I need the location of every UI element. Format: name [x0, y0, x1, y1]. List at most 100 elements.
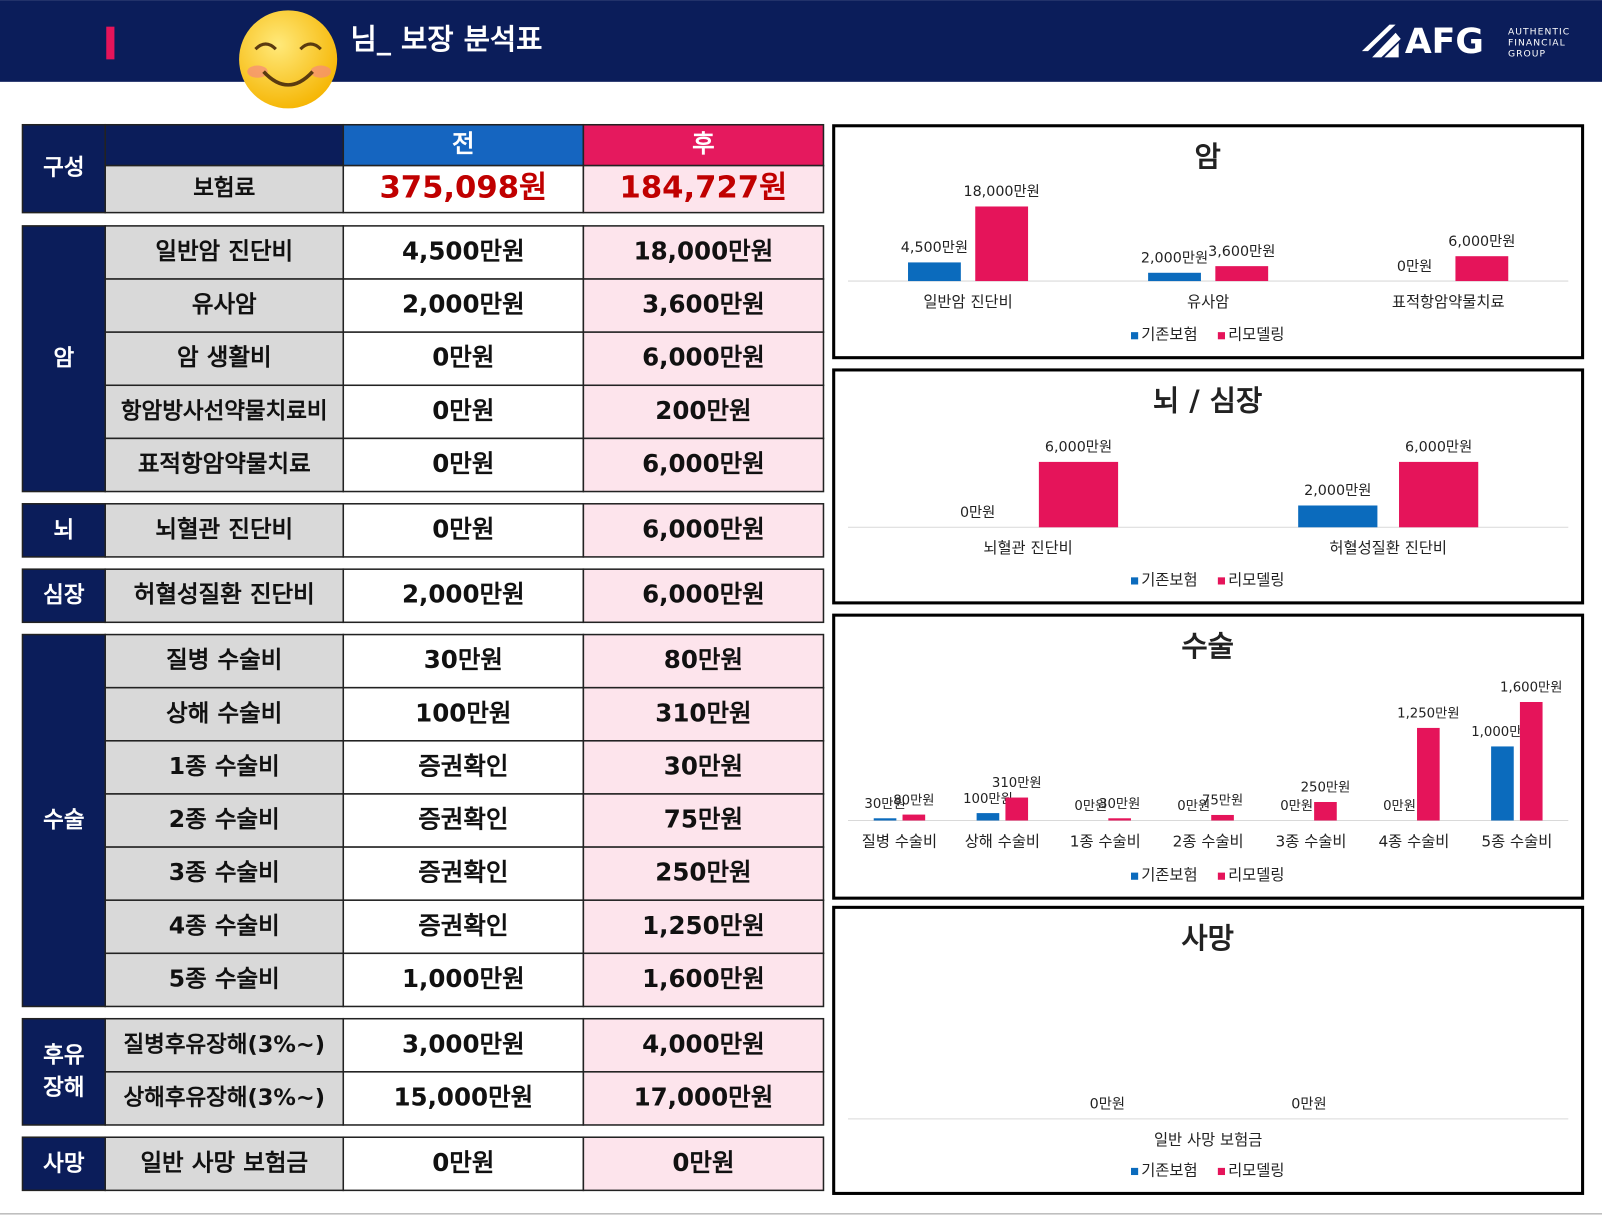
value-label: 6,000만원: [1405, 439, 1472, 456]
value-label: 0만원: [1397, 258, 1432, 275]
value-label: 6,000만원: [1045, 439, 1112, 456]
value-label: 6,000만원: [1448, 233, 1515, 250]
value-label: 18,000만원: [963, 183, 1039, 200]
value-label: 4,500만원: [901, 239, 968, 256]
chart-title: 수술: [1181, 629, 1234, 663]
premium-value: 375,098원: [379, 171, 547, 206]
row-label: 보험료: [193, 176, 255, 202]
before-value: 0만원: [432, 396, 494, 425]
value-cell: [342, 1136, 585, 1192]
chart-title: 사망: [1181, 921, 1234, 955]
bar: [1038, 461, 1119, 528]
category-label: 표적항암약물치료: [1392, 293, 1505, 311]
logo-sub: FINANCIAL: [1508, 38, 1566, 49]
row-label: 표적항암약물치료: [138, 449, 311, 477]
label-cell: [104, 503, 345, 558]
header-cell: [582, 123, 825, 167]
row-label: 질병후유장해(3%~): [123, 1032, 325, 1058]
group-cell: [21, 225, 106, 493]
group-label: 수술: [43, 807, 84, 833]
after-value: 0만원: [672, 1148, 734, 1177]
bar: [1108, 818, 1131, 821]
before-value: 증권확인: [418, 911, 508, 940]
before-value: 0만원: [432, 514, 494, 543]
chart-box: [832, 124, 1585, 360]
value-label: 0만원: [1280, 798, 1313, 814]
before-value: 100만원: [415, 698, 511, 727]
row-label: 3종 수술비: [169, 858, 280, 886]
legend-label: 리모델링: [1228, 1161, 1284, 1179]
before-value: 증권확인: [418, 751, 508, 780]
header-title: 님_ 보장 분석표: [350, 22, 542, 56]
row-label: 상해후유장해(3%~): [123, 1085, 325, 1111]
chart-title: 뇌 / 심장: [1153, 384, 1262, 418]
category-label: 허혈성질환 진단비: [1329, 539, 1447, 557]
group-cell: [21, 1136, 106, 1192]
value-cell: [342, 384, 585, 440]
bar: [976, 813, 1000, 821]
value-cell: [342, 225, 585, 280]
column-header: 후: [692, 129, 715, 158]
premium-value: 184,727원: [620, 171, 788, 206]
before-value: 0만원: [432, 1148, 494, 1177]
legend-swatch: [1131, 577, 1139, 585]
after-value: 4,000만원: [642, 1029, 765, 1058]
value-label: 0만원: [1090, 1096, 1125, 1113]
bar: [873, 818, 897, 821]
header-cell: [342, 123, 585, 167]
value-label: 250만원: [1301, 780, 1351, 796]
value-label: 0만원: [1291, 1096, 1326, 1113]
bar: [902, 814, 926, 821]
after-value: 75만원: [664, 805, 743, 834]
label-cell: [104, 1136, 345, 1192]
after-value: 6,000만원: [642, 514, 765, 543]
row-label: 뇌혈관 진단비: [155, 515, 293, 543]
after-value: 3,600만원: [642, 290, 765, 319]
row-label: 4종 수술비: [169, 911, 280, 939]
value-cell: [342, 278, 585, 333]
group-label: 후유 장해: [43, 1042, 84, 1101]
category-label: 상해 수술비: [965, 832, 1040, 850]
bar: [1417, 727, 1440, 821]
legend-label: 기존보험: [1141, 571, 1197, 589]
value-cell: [342, 899, 585, 955]
before-value: 0만원: [432, 343, 494, 372]
row-label: 2종 수술비: [169, 805, 280, 833]
after-value: 17,000만원: [634, 1082, 774, 1111]
bar: [1399, 461, 1479, 528]
logo-sub: GROUP: [1508, 49, 1546, 60]
after-value: 80만원: [664, 645, 743, 674]
bar: [1455, 256, 1509, 282]
before-value: 15,000만원: [393, 1082, 533, 1111]
legend-swatch: [1217, 577, 1225, 585]
value-label: 30만원: [864, 796, 905, 812]
value-cell: [342, 952, 585, 1008]
after-value: 1,250만원: [642, 911, 765, 940]
value-cell: [342, 568, 585, 624]
label-cell: [104, 952, 345, 1008]
group-label: 뇌: [54, 517, 75, 543]
legend-swatch: [1131, 332, 1139, 340]
legend-swatch: [1131, 872, 1139, 880]
value-cell: [342, 793, 585, 848]
category-label: 4종 수술비: [1378, 832, 1449, 850]
before-value: 2,000만원: [402, 290, 525, 319]
bar: [1211, 814, 1234, 821]
group-cell: [21, 123, 106, 214]
after-value: 6,000만원: [642, 580, 765, 609]
legend-label: 리모델링: [1228, 571, 1284, 589]
label-cell: [104, 164, 345, 214]
value-cell: [582, 437, 825, 493]
value-cell: [582, 846, 825, 901]
category-label: 3종 수술비: [1276, 832, 1347, 850]
value-cell: [582, 225, 825, 280]
label-cell: [104, 331, 345, 387]
category-label: 일반 사망 보험금: [1154, 1131, 1262, 1149]
before-value: 30만원: [424, 645, 503, 674]
value-cell: [582, 331, 825, 387]
legend-swatch: [1217, 872, 1225, 880]
value-cell: [582, 568, 825, 624]
bar: [1519, 701, 1543, 821]
value-cell: [582, 1071, 825, 1126]
